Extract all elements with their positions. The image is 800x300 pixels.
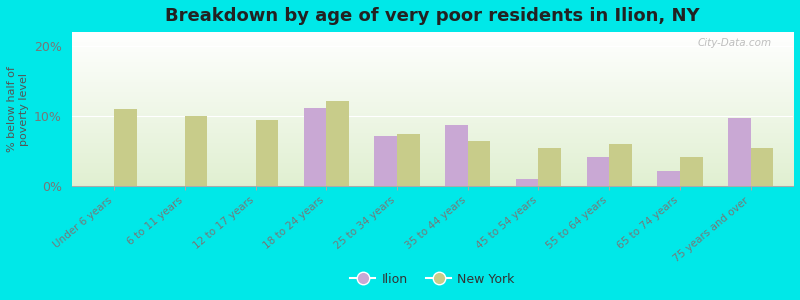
Bar bbox=[538, 148, 561, 186]
Y-axis label: % below half of
poverty level: % below half of poverty level bbox=[7, 66, 29, 152]
Bar bbox=[468, 140, 490, 186]
Bar bbox=[114, 109, 137, 186]
Bar bbox=[185, 116, 207, 186]
Bar bbox=[658, 171, 680, 186]
Bar bbox=[750, 148, 774, 186]
Bar bbox=[609, 144, 632, 186]
Bar bbox=[538, 148, 561, 186]
Bar bbox=[397, 134, 420, 186]
Bar bbox=[255, 119, 278, 186]
Bar bbox=[516, 179, 538, 186]
Bar bbox=[680, 157, 702, 186]
Bar bbox=[374, 136, 397, 186]
Bar bbox=[728, 118, 750, 186]
Bar bbox=[516, 179, 538, 186]
Bar bbox=[326, 100, 349, 186]
Bar bbox=[750, 148, 774, 186]
Bar bbox=[609, 144, 632, 186]
Bar bbox=[304, 108, 326, 186]
Bar bbox=[185, 116, 207, 186]
Bar bbox=[304, 108, 326, 186]
Legend: Ilion, New York: Ilion, New York bbox=[345, 268, 520, 291]
Bar bbox=[114, 109, 137, 186]
Bar bbox=[680, 157, 702, 186]
Bar bbox=[374, 136, 397, 186]
Bar bbox=[658, 171, 680, 186]
Title: Breakdown by age of very poor residents in Ilion, NY: Breakdown by age of very poor residents … bbox=[165, 7, 700, 25]
Bar bbox=[728, 118, 750, 186]
Bar bbox=[586, 157, 609, 186]
Text: City-Data.com: City-Data.com bbox=[698, 38, 771, 48]
Bar bbox=[445, 125, 468, 186]
Bar bbox=[586, 157, 609, 186]
Bar bbox=[397, 134, 420, 186]
Bar bbox=[326, 100, 349, 186]
Bar bbox=[445, 125, 468, 186]
Bar bbox=[468, 140, 490, 186]
Bar bbox=[255, 119, 278, 186]
